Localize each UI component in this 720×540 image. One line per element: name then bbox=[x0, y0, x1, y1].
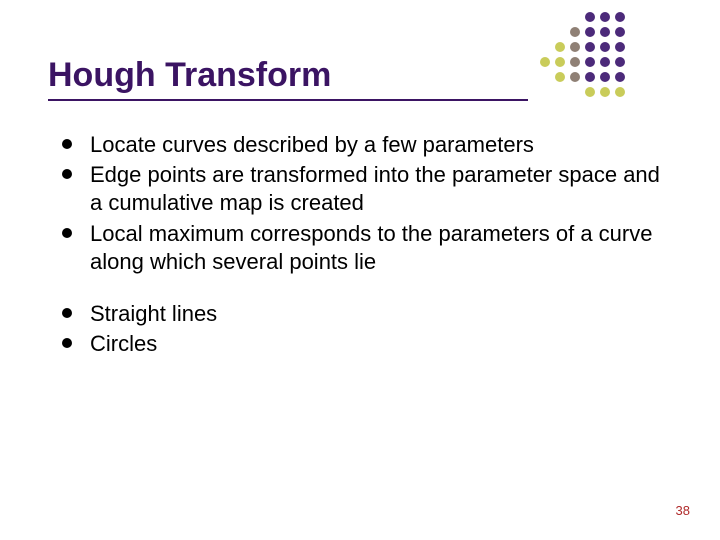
item-text: Locate curves described by a few paramet… bbox=[90, 131, 534, 159]
list-item: Straight lines bbox=[54, 300, 662, 328]
grid-dot bbox=[570, 27, 580, 37]
title-block: Hough Transform bbox=[48, 56, 528, 101]
grid-dot bbox=[615, 27, 625, 37]
bullet-icon bbox=[62, 338, 72, 348]
grid-dot bbox=[585, 72, 595, 82]
grid-dot bbox=[585, 42, 595, 52]
bullet-group-1: Straight lines Circles bbox=[54, 300, 662, 358]
grid-dot bbox=[600, 57, 610, 67]
grid-dot bbox=[600, 12, 610, 22]
title-underline bbox=[48, 99, 528, 101]
grid-dot bbox=[555, 72, 565, 82]
grid-dot bbox=[570, 42, 580, 52]
grid-dot bbox=[540, 57, 550, 67]
grid-dot bbox=[570, 57, 580, 67]
title-row: Hough Transform bbox=[48, 56, 672, 101]
grid-dot bbox=[615, 42, 625, 52]
list-item: Local maximum corresponds to the paramet… bbox=[54, 220, 662, 276]
bullet-icon bbox=[62, 308, 72, 318]
grid-dot bbox=[585, 12, 595, 22]
grid-dot bbox=[555, 57, 565, 67]
bullet-icon bbox=[62, 169, 72, 179]
grid-dot bbox=[615, 57, 625, 67]
grid-dot bbox=[600, 72, 610, 82]
grid-dot bbox=[615, 72, 625, 82]
grid-dot bbox=[570, 72, 580, 82]
grid-dot bbox=[615, 87, 625, 97]
bullet-group-0: Locate curves described by a few paramet… bbox=[54, 131, 662, 276]
bullet-icon bbox=[62, 139, 72, 149]
item-text: Local maximum corresponds to the paramet… bbox=[90, 220, 662, 276]
grid-dot bbox=[585, 57, 595, 67]
content: Locate curves described by a few paramet… bbox=[48, 131, 672, 358]
slide: Hough Transform Locate curves described … bbox=[0, 0, 720, 540]
slide-title: Hough Transform bbox=[48, 56, 528, 95]
grid-dot bbox=[600, 42, 610, 52]
corner-dot-grid bbox=[540, 12, 627, 99]
grid-dot bbox=[615, 12, 625, 22]
bullet-icon bbox=[62, 228, 72, 238]
list-item: Edge points are transformed into the par… bbox=[54, 161, 662, 217]
grid-dot bbox=[555, 42, 565, 52]
grid-dot bbox=[600, 87, 610, 97]
grid-dot bbox=[585, 87, 595, 97]
list-item: Locate curves described by a few paramet… bbox=[54, 131, 662, 159]
list-item: Circles bbox=[54, 330, 662, 358]
page-number: 38 bbox=[676, 503, 690, 518]
item-text: Straight lines bbox=[90, 300, 217, 328]
grid-dot bbox=[585, 27, 595, 37]
item-text: Circles bbox=[90, 330, 157, 358]
item-text: Edge points are transformed into the par… bbox=[90, 161, 662, 217]
grid-dot bbox=[600, 27, 610, 37]
